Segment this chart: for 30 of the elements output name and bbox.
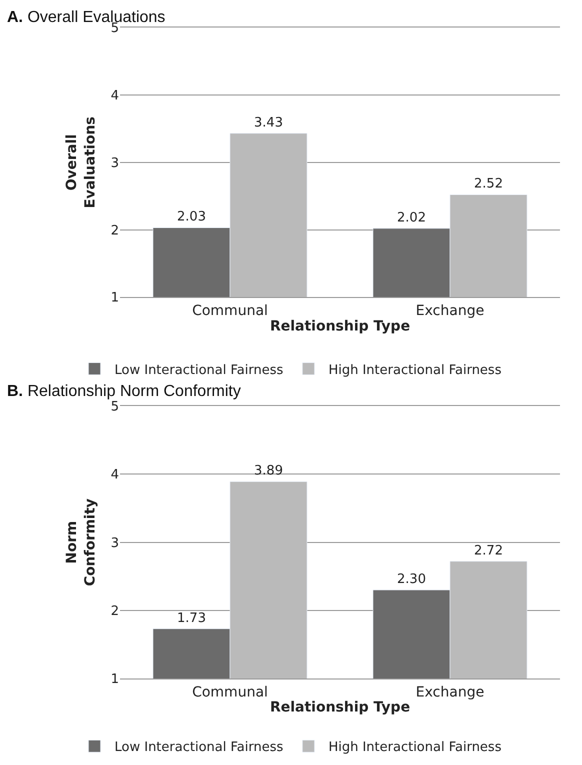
legend-label: Low Interactional Fairness bbox=[114, 362, 284, 378]
y-axis-title: Norm Conformity bbox=[64, 498, 98, 586]
data-label: 3.43 bbox=[254, 115, 283, 130]
y-tick-label: 3 bbox=[110, 156, 119, 171]
x-tick-label: Exchange bbox=[416, 684, 484, 700]
y-axis-title: Overall Evaluations bbox=[64, 116, 98, 208]
data-label: 2.30 bbox=[397, 572, 426, 587]
legend-label: Low Interactional Fairness bbox=[114, 740, 284, 756]
x-tick-label: Communal bbox=[192, 684, 268, 700]
y-tick-label: 2 bbox=[110, 223, 119, 238]
x-axis-title: Relationship Type bbox=[270, 318, 410, 334]
y-tick-label: 4 bbox=[110, 468, 119, 483]
data-label: 2.03 bbox=[177, 210, 206, 225]
y-tick-label: 1 bbox=[110, 290, 119, 306]
data-label: 2.02 bbox=[397, 210, 426, 226]
legend-label: High Interactional Fairness bbox=[328, 740, 502, 756]
x-axis-title: Relationship Type bbox=[270, 700, 410, 716]
x-tick-label: Exchange bbox=[416, 302, 484, 319]
y-tick-label: 4 bbox=[110, 88, 119, 104]
y-tick-label: 5 bbox=[110, 400, 119, 415]
legend-label: High Interactional Fairness bbox=[328, 362, 502, 378]
y-tick-label: 1 bbox=[110, 672, 119, 688]
x-tick-label: Communal bbox=[192, 302, 268, 319]
chart-title: B. Relationship Norm Conformity bbox=[7, 383, 241, 400]
y-tick-label: 3 bbox=[110, 536, 119, 551]
data-label: 2.72 bbox=[474, 543, 503, 558]
data-label: 2.52 bbox=[474, 176, 503, 192]
data-label: 1.73 bbox=[177, 610, 206, 626]
y-tick-label: 2 bbox=[110, 604, 119, 619]
data-label: 3.89 bbox=[254, 464, 283, 479]
